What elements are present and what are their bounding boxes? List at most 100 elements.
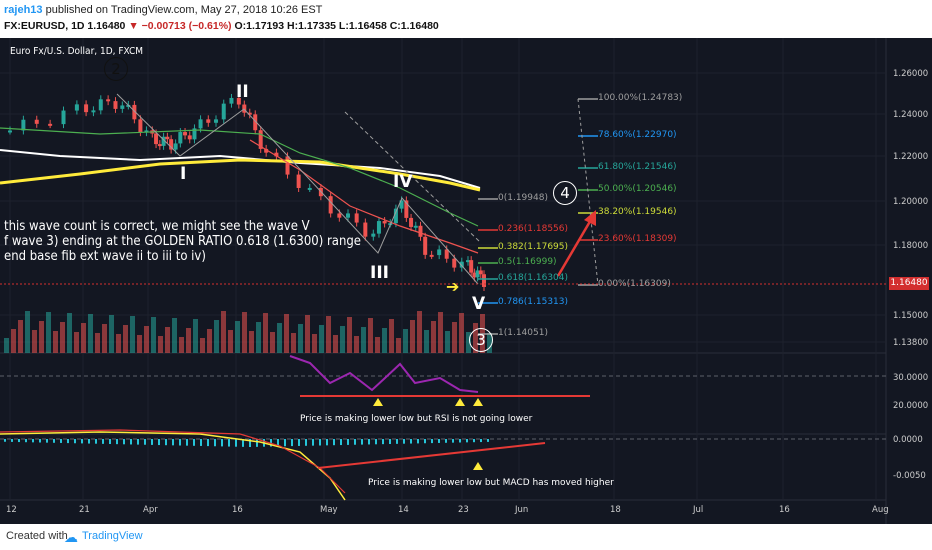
fib-level-0236: 0.236(1.18556) [498, 224, 569, 234]
macd-histogram-bar [333, 439, 335, 446]
volume-bar [39, 321, 44, 353]
x-tick-label: Aug [872, 505, 889, 515]
price-change: ▼ −0.00713 (−0.61%) [128, 20, 232, 32]
macd-histogram-bar [200, 439, 202, 446]
volume-bar [165, 327, 170, 353]
projection-arrow-line [556, 217, 594, 277]
x-tick-label: 18 [610, 505, 621, 515]
volume-bar [228, 330, 233, 353]
volume-bar [277, 323, 282, 353]
volume-bar [368, 318, 373, 353]
macd-histogram-bar [186, 439, 188, 446]
x-tick-label: 12 [6, 505, 17, 515]
macd-histogram-bar [53, 439, 55, 443]
volume-bar [158, 336, 163, 353]
volume-bar [88, 314, 93, 353]
volume-bar [284, 314, 289, 353]
candle-body [469, 260, 474, 273]
volume-bar [333, 335, 338, 353]
volume-bar [466, 332, 471, 353]
macd-annotation: Price is making lower low but MACD has m… [368, 478, 614, 488]
y-tick-label: 1.13800 [893, 338, 929, 348]
volume-bar [207, 329, 212, 353]
fib-ext-236: 23.60%(1.18309) [598, 234, 677, 244]
wave-II-label: II [236, 82, 249, 102]
last-price-badge: 1.16480 [889, 277, 929, 290]
fib-ext-618: 61.80%(1.21546) [598, 162, 677, 172]
volume-bar [151, 317, 156, 353]
fib-level-1: 1(1.14051) [498, 328, 548, 338]
volume-bar [354, 336, 359, 353]
volume-bar [396, 338, 401, 353]
macd-histogram-bar [172, 439, 174, 446]
macd-histogram-bar [375, 439, 377, 445]
volume-bar [74, 332, 79, 353]
candle-body [74, 104, 79, 111]
volume-bar [242, 312, 247, 353]
macd-histogram-bar [361, 439, 363, 445]
volume-bar [382, 328, 387, 353]
volume-bar [347, 317, 352, 353]
macd-histogram-bar [438, 439, 440, 443]
volume-bar [102, 324, 107, 353]
macd-histogram-bar [109, 439, 111, 444]
macd-histogram-bar [25, 439, 27, 443]
volume-bar [410, 320, 415, 353]
candle-body [482, 274, 486, 287]
candle-body [34, 119, 39, 124]
candle-body [91, 110, 96, 113]
publish-info: published on TradingView.com, May 27, 20… [42, 4, 323, 16]
fib-level-0618: 0.618(1.16304) [498, 273, 569, 283]
volume-bar [263, 313, 268, 353]
candle-body [21, 119, 26, 131]
rsi-y-tick: 20.0000 [893, 401, 929, 411]
author-link[interactable]: rajeh13 [4, 4, 43, 16]
rsi-annotation: Price is making lower low but RSI is not… [300, 414, 533, 424]
fib-ext-0: 0.00%(1.16309) [598, 279, 671, 289]
volume-bar [172, 318, 177, 353]
candle-body [187, 135, 192, 140]
macd-histogram-bar [305, 439, 307, 446]
y-tick-label: 1.24000 [893, 110, 929, 120]
macd-histogram-bar [214, 439, 216, 447]
rsi-up-arrow [455, 398, 465, 406]
volume-bar [4, 338, 9, 353]
macd-histogram-bar [473, 439, 475, 443]
candle-body [337, 213, 342, 218]
volume-bar [81, 323, 86, 353]
footer: Created with ☁ TradingView [0, 524, 932, 550]
macd-histogram-bar [207, 439, 209, 447]
macd-histogram-bar [179, 439, 181, 446]
candle-body [161, 136, 166, 146]
tradingview-link[interactable]: TradingView [82, 530, 143, 542]
macd-histogram-bar [88, 439, 90, 444]
macd-histogram-bar [452, 439, 454, 443]
candle-body [126, 104, 131, 107]
volume-bar [403, 329, 408, 353]
candle-body [418, 225, 423, 237]
volume-bar [32, 330, 37, 353]
volume-bar [123, 325, 128, 353]
macd-histogram-bar [396, 439, 398, 444]
candle-body [61, 110, 66, 125]
volume-bar [200, 338, 205, 353]
macd-histogram-bar [256, 439, 258, 447]
candle-body [253, 114, 258, 131]
volume-bar [130, 316, 135, 353]
macd-line [0, 429, 346, 494]
chart-area[interactable]: ➔ Euro Fx/U.S. Dollar, 1D, FXCM this wav… [0, 38, 932, 524]
candle-body [8, 130, 12, 133]
volume-bar [445, 331, 450, 353]
candle-body [285, 156, 290, 175]
candle-body [371, 233, 376, 237]
macd-histogram-bar [480, 439, 482, 443]
macd-histogram-bar [46, 439, 48, 443]
x-tick-label: 23 [458, 505, 469, 515]
volume-bar [340, 326, 345, 353]
macd-histogram-bar [389, 439, 391, 444]
candle-body [307, 187, 312, 190]
x-tick-label: 16 [779, 505, 790, 515]
fib-level-0: 0(1.19948) [498, 193, 548, 203]
candle-body [113, 101, 118, 109]
wave-III-label: III [370, 263, 389, 283]
